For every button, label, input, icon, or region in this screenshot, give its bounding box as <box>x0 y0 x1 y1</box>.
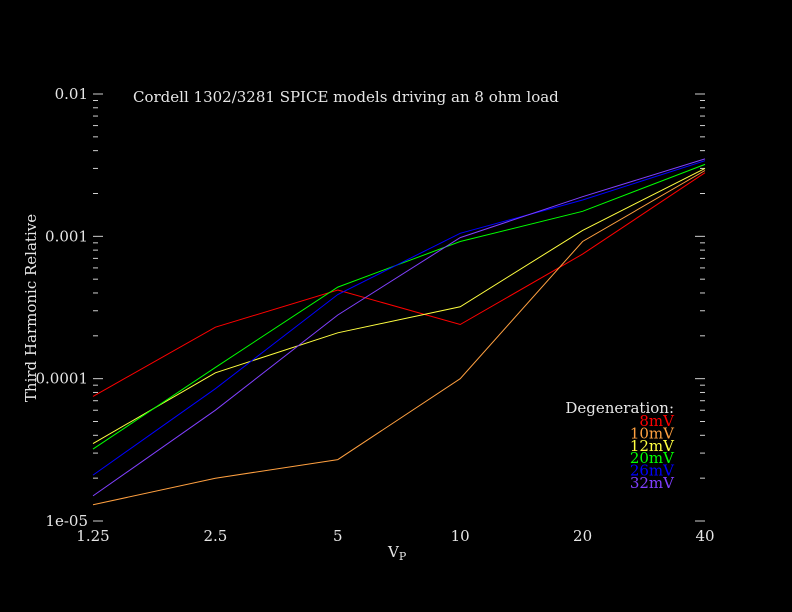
legend-title: Degeneration: <box>565 399 674 417</box>
y-axis-label: Third Harmonic Relative <box>22 214 40 402</box>
x-tick-label: 5 <box>333 527 343 545</box>
legend-entry-26mV: 26mV <box>630 462 675 480</box>
y-axis-ticks: 1e-05 0.0001 0.001 0.01 <box>36 85 705 530</box>
series-line-10mV <box>92 170 706 506</box>
x-tick-label: 10 <box>451 527 470 545</box>
legend-entry-32mV: 32mV <box>630 474 675 492</box>
series-line-26mV <box>92 160 706 476</box>
x-axis-label-sub: P <box>399 550 407 563</box>
y-tick-label: 0.01 <box>55 85 88 103</box>
y-tick-label: 1e-05 <box>45 512 88 530</box>
series-line-12mV <box>92 167 706 445</box>
legend-entry-8mV: 8mV <box>639 412 675 430</box>
series-line-8mV <box>92 172 706 397</box>
legend-entry-12mV: 12mV <box>630 437 675 455</box>
x-axis-ticks: 1.25 2.5 5 10 20 40 <box>76 527 714 545</box>
x-tick-label: 20 <box>573 527 592 545</box>
legend-entry-10mV: 10mV <box>630 424 675 442</box>
x-tick-label: 2.5 <box>203 527 227 545</box>
x-axis-label: VP <box>387 543 407 563</box>
series-lines <box>92 158 706 506</box>
legend-entry-20mV: 20mV <box>630 449 675 467</box>
y-tick-label: 0.001 <box>45 227 88 245</box>
series-line-32mV <box>92 158 706 497</box>
x-tick-label: 1.25 <box>76 527 109 545</box>
y-tick-label: 0.0001 <box>36 370 89 388</box>
x-tick-label: 40 <box>695 527 714 545</box>
x-axis-label-main: V <box>387 543 400 561</box>
chart-title: Cordell 1302/3281 SPICE models driving a… <box>133 88 559 106</box>
